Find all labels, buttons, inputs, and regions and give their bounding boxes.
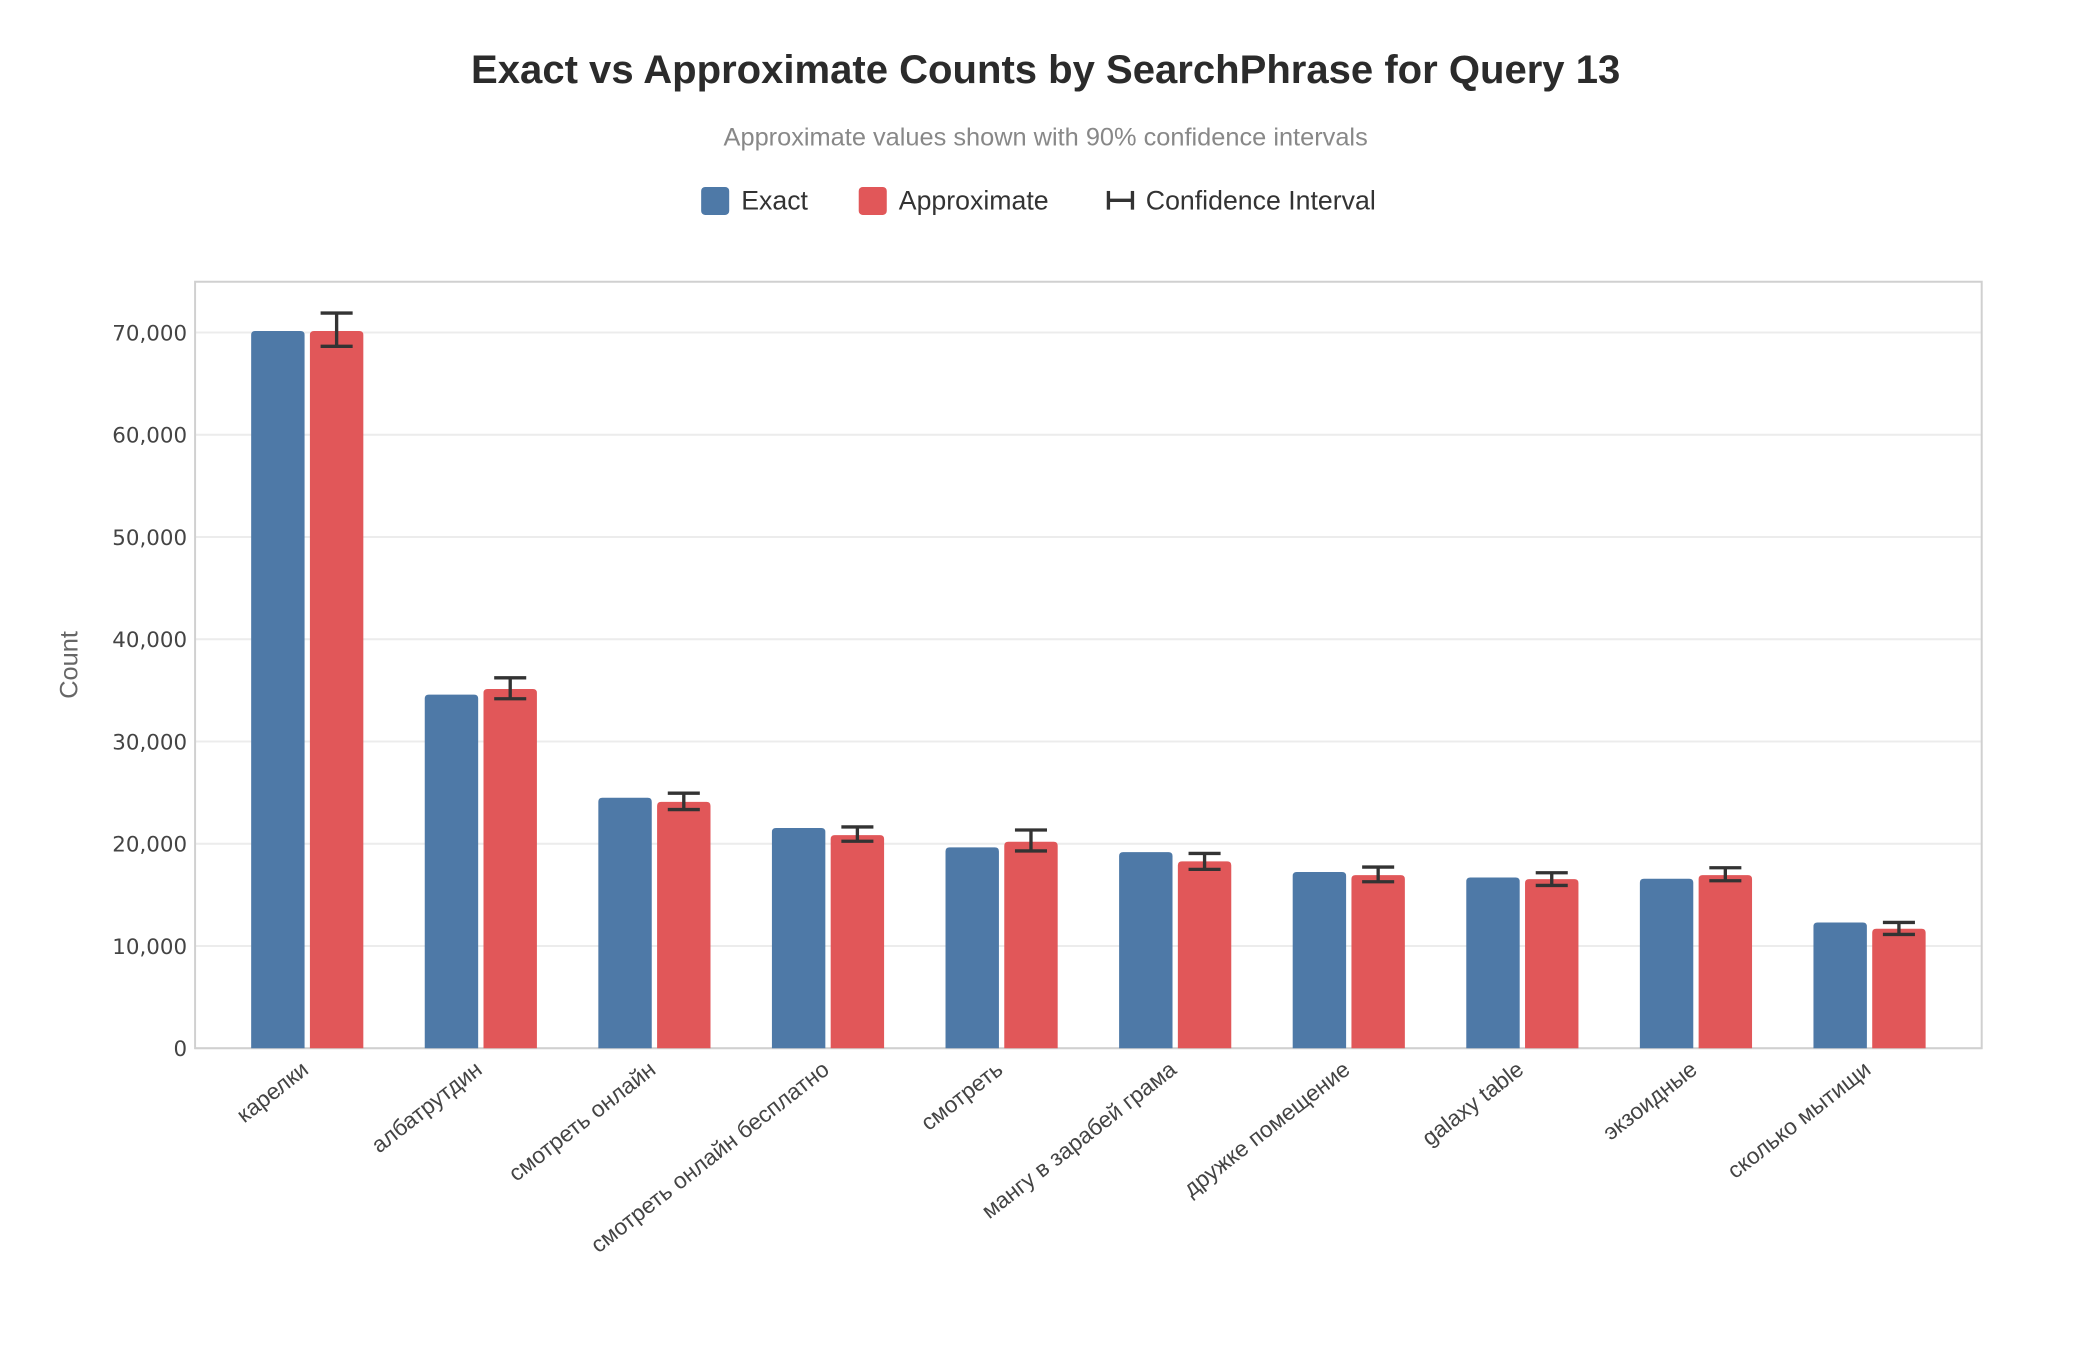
bar-exact [1639,878,1694,1049]
bar-exact [1119,852,1173,1049]
error-bar [841,825,874,843]
x-tick-label: дружке помещение [1178,1056,1354,1202]
x-tick-label: карелки [231,1056,313,1128]
error-bar [494,676,527,701]
bar-exact [598,797,652,1049]
y-tick-label: 50,000 [112,526,187,551]
x-tick-label: galaxy table [1417,1056,1528,1151]
legend: Exact Approximate Confidence Interval [701,186,1376,216]
x-tick-label: албатрутдин [366,1056,487,1158]
bar-approximate [830,835,885,1049]
x-tick-label: мангу в зарабей грама [976,1055,1181,1223]
y-tick-label: 10,000 [112,935,187,960]
y-tick-label: 60,000 [112,424,187,449]
x-tick-label: смотреть онлайн [503,1056,660,1186]
bar-approximate [1872,928,1926,1049]
plot-frame [194,280,1983,1050]
error-bar [667,791,700,812]
x-tick-label: экзоидные [1598,1056,1702,1145]
bar-approximate [483,689,537,1049]
bar-approximate [1525,879,1579,1049]
bar-approximate [309,330,364,1049]
error-bar [1188,851,1221,872]
y-tick-label: 40,000 [112,628,187,653]
error-bar [1535,871,1568,888]
bar-exact [1466,877,1520,1049]
chart-title: Exact vs Approximate Counts by SearchPhr… [471,48,1620,92]
error-bar [1014,828,1047,853]
legend-swatch-approximate [858,186,887,215]
bar-exact [771,827,826,1049]
bar-approximate [1698,875,1753,1049]
legend-label-exact: Exact [741,186,808,216]
legend-errorbar-icon [1106,190,1135,210]
error-bar [1709,866,1742,883]
bars [251,311,1926,1049]
y-tick-label: 20,000 [112,833,187,858]
chart-subtitle: Approximate values shown with 90% confid… [724,124,1368,152]
y-tick-label: 0 [173,1037,187,1062]
bar-approximate [1004,841,1058,1049]
bar-exact [251,330,305,1049]
x-axis: карелки албатрутдин смотреть онлайн смотрет… [231,1055,1875,1257]
error-bar [1362,865,1395,884]
legend-swatch-exact [701,186,730,215]
bar-exact [424,694,479,1049]
legend-label-approximate: Approximate [899,186,1049,216]
bar-approximate [657,801,711,1049]
legend-label-ci: Confidence Interval [1146,186,1376,216]
bar-exact [945,847,999,1049]
y-axis: 0 10,000 20,000 30,000 40,000 50,000 60,000 70,… [112,322,187,1063]
bar-exact [1813,922,1867,1049]
bar-approximate [1177,861,1232,1049]
y-tick-label: 30,000 [112,730,187,755]
error-bar [320,311,353,348]
bar-exact [1292,872,1347,1049]
x-tick-label: сколько мытищи [1722,1056,1875,1184]
bar-approximate [1351,875,1405,1049]
x-tick-label: смотреть [916,1056,1008,1136]
y-tick-label: 70,000 [112,322,187,347]
error-bar [1882,920,1915,937]
y-axis-label: Count [56,631,84,699]
